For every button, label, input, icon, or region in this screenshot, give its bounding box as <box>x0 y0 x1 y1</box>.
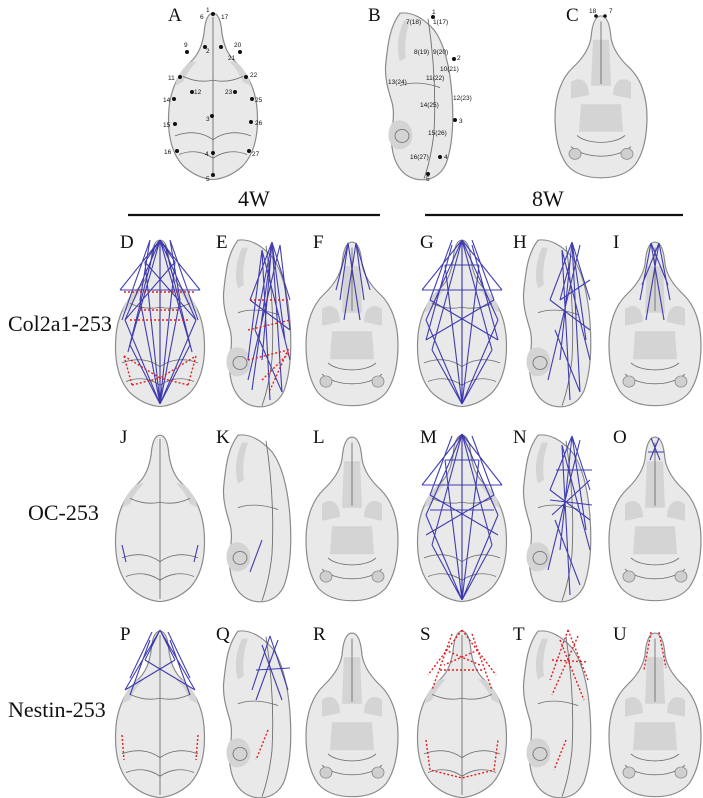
group-label-4w: 4W <box>238 186 270 211</box>
landmark-a-2: 2 <box>206 48 210 55</box>
landmark-a-4: 4 <box>205 151 209 158</box>
landmark-a-25: 25 <box>255 97 263 104</box>
panel-label-q: Q <box>216 624 230 645</box>
panel-p-network <box>121 629 199 761</box>
landmark-b-10-21: 10(21) <box>440 66 459 73</box>
panel-q-skull <box>222 630 292 798</box>
panel-label-j: J <box>120 427 127 448</box>
panel-label-l: L <box>313 427 325 448</box>
panel-m-network <box>421 433 503 601</box>
panel-n-skull <box>522 434 592 603</box>
panel-u-skull <box>608 632 702 798</box>
panel-r-skull <box>305 632 399 798</box>
panel-q-network <box>251 635 291 761</box>
panel-j-network <box>121 544 199 563</box>
landmark-a-27: 27 <box>252 151 260 158</box>
panel-f-network <box>335 242 371 321</box>
landmark-b-9-20: 9(20) <box>433 49 448 56</box>
row-label-col2a1: Col2a1-253 <box>8 311 112 336</box>
panel-label-f: F <box>313 232 324 253</box>
panel-a-landmarks: 6 17 9 2 20 21 11 22 12 23 14 25 3 15 26… <box>163 7 263 183</box>
panel-label-c: C <box>566 5 579 26</box>
landmark-b-14-25: 14(25) <box>420 102 439 109</box>
panel-label-t: T <box>513 624 525 645</box>
panel-label-n: N <box>513 427 527 448</box>
panel-d-network <box>119 239 201 405</box>
landmark-a-11: 11 <box>168 75 175 82</box>
landmark-a-16: 16 <box>164 149 172 156</box>
panel-s-skull <box>416 630 508 798</box>
landmark-a-12: 12 <box>194 89 202 96</box>
panel-j-skull <box>114 434 206 603</box>
landmark-a-6: 6 <box>200 14 204 21</box>
panel-label-g: G <box>420 232 434 253</box>
panel-c-landmarks: 18 7 <box>589 8 613 18</box>
panel-label-k: K <box>216 427 230 448</box>
panel-k-skull <box>222 434 292 603</box>
landmark-a-22: 22 <box>250 72 258 79</box>
panel-i-network <box>639 242 671 321</box>
panel-s-network <box>425 629 499 779</box>
landmark-b-8-19: 8(19) <box>414 49 429 56</box>
panel-o-skull <box>608 436 702 602</box>
landmark-a-23: 23 <box>225 89 233 96</box>
panel-p-skull <box>114 630 206 798</box>
landmark-a-9: 9 <box>184 42 188 49</box>
panel-label-b: B <box>368 5 381 26</box>
panel-label-r: R <box>313 624 326 645</box>
landmark-b-7-18: 7(18) <box>406 19 421 26</box>
panel-label-e: E <box>216 232 228 253</box>
landmark-a-21: 21 <box>228 55 236 62</box>
landmark-b-1-17: 1(17) <box>433 19 448 26</box>
panel-label-a: A <box>168 5 182 26</box>
landmark-c-18: 18 <box>589 8 597 15</box>
landmark-b-5: 5 <box>426 176 430 183</box>
landmark-a-1: 1 <box>206 7 210 14</box>
landmark-a-26: 26 <box>255 120 263 127</box>
landmark-a-14: 14 <box>163 97 171 104</box>
panel-g-network <box>421 239 503 405</box>
landmark-b-16-27: 16(27) <box>410 154 429 161</box>
landmark-b-11-22: 11(22) <box>426 75 444 82</box>
panel-k-network <box>249 539 263 573</box>
panel-label-s: S <box>420 624 431 645</box>
landmark-a-5: 5 <box>206 176 210 183</box>
panel-o-network <box>648 437 664 461</box>
panel-u-network <box>643 631 667 671</box>
landmark-b-13-24: 13(24) <box>388 79 407 86</box>
panel-label-d: D <box>120 232 134 253</box>
panel-label-i: I <box>613 232 619 253</box>
panel-t-network <box>549 629 589 771</box>
panel-b-landmarks: 1 7(18) 1(17) 8(19) 9(20) 2 10(21) 13(24… <box>388 9 472 183</box>
panel-label-m: M <box>420 427 437 448</box>
panel-label-h: H <box>513 232 527 253</box>
landmark-b-1: 1 <box>432 9 436 16</box>
group-label-8w: 8W <box>532 186 564 211</box>
landmark-b-15-26: 15(26) <box>428 130 447 137</box>
panel-label-p: P <box>120 624 131 645</box>
panel-label-o: O <box>613 427 627 448</box>
landmark-a-3: 3 <box>206 116 210 123</box>
landmark-a-17: 17 <box>221 14 229 21</box>
landmark-b-3: 3 <box>459 118 463 125</box>
row-label-oc: OC-253 <box>28 500 99 525</box>
landmark-c-7: 7 <box>609 8 613 15</box>
panel-h-network <box>547 241 591 401</box>
landmark-b-2: 2 <box>457 55 461 62</box>
panel-c-skull <box>554 15 648 179</box>
panel-e-network <box>247 241 291 401</box>
panel-t-skull <box>522 630 592 798</box>
landmark-a-15: 15 <box>163 122 171 129</box>
panel-l-skull <box>305 436 399 602</box>
panel-label-u: U <box>613 624 627 645</box>
landmark-a-20: 20 <box>234 42 242 49</box>
landmark-b-12-23: 12(23) <box>453 95 472 102</box>
panel-n-network <box>547 435 593 596</box>
landmark-b-4: 4 <box>444 154 448 161</box>
row-label-nestin: Nestin-253 <box>8 697 106 722</box>
